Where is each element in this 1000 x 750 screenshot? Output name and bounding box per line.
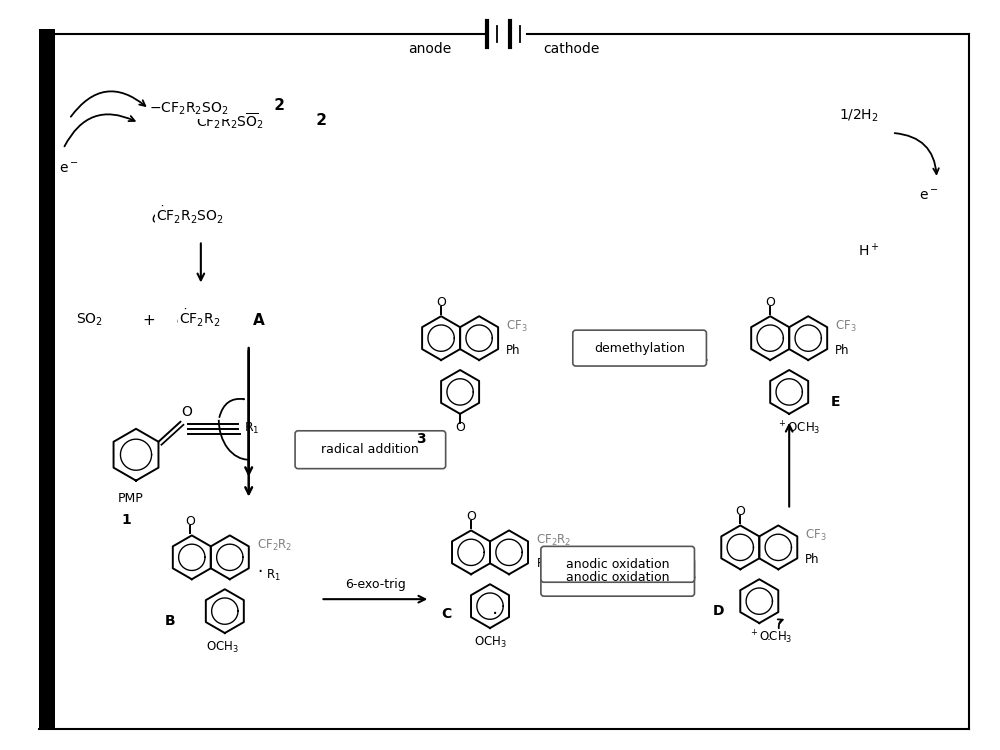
FancyArrowPatch shape: [64, 114, 135, 146]
Text: Ph: Ph: [506, 344, 521, 356]
Text: 2: 2: [311, 113, 327, 128]
Text: O: O: [455, 422, 465, 434]
FancyArrowPatch shape: [219, 399, 244, 417]
Text: B: B: [165, 614, 175, 628]
Text: O: O: [466, 510, 476, 523]
Text: O: O: [181, 405, 192, 418]
Text: OCH$_3$: OCH$_3$: [474, 634, 506, 650]
Text: radical addition: radical addition: [321, 443, 419, 456]
Text: anode: anode: [409, 42, 452, 56]
Text: $\dot{\rm C}$F$_2$R$_2$: $\dot{\rm C}$F$_2$R$_2$: [179, 308, 220, 328]
Text: e$^-$: e$^-$: [59, 162, 79, 176]
FancyBboxPatch shape: [295, 430, 446, 469]
Text: demethylation: demethylation: [594, 341, 685, 355]
Text: D: D: [713, 604, 724, 618]
FancyArrowPatch shape: [71, 92, 145, 117]
Text: 1/2H$_2$: 1/2H$_2$: [839, 108, 879, 124]
Text: CF$_2$R$_2$S$\overline{\rm O}_2$: CF$_2$R$_2$S$\overline{\rm O}_2$: [196, 111, 264, 130]
Text: Ph: Ph: [805, 553, 820, 566]
Text: 3: 3: [416, 432, 426, 445]
Text: CF$_2$R$_2$: CF$_2$R$_2$: [536, 532, 571, 548]
Text: $^+$OCH$_3$: $^+$OCH$_3$: [749, 628, 793, 646]
Text: O: O: [436, 296, 446, 309]
Text: A: A: [253, 313, 265, 328]
Text: ·: ·: [492, 604, 498, 623]
Text: OCH$_3$: OCH$_3$: [206, 640, 239, 655]
Text: e$^-$: e$^-$: [919, 189, 939, 202]
Text: R$_1$: R$_1$: [536, 556, 551, 572]
Text: C: C: [441, 607, 451, 621]
Text: +: +: [143, 313, 155, 328]
Text: E: E: [830, 395, 840, 409]
Text: H$^+$: H$^+$: [858, 242, 880, 259]
FancyArrowPatch shape: [895, 133, 939, 174]
Text: ·: ·: [257, 563, 262, 581]
Text: ··: ··: [763, 634, 771, 647]
Text: Ph: Ph: [835, 344, 850, 356]
Text: $\dot{C}$F$_2$R$_2$SO$_2$: $\dot{C}$F$_2$R$_2$SO$_2$: [151, 208, 219, 230]
Text: R$_1$: R$_1$: [266, 568, 280, 583]
Text: 6-exo-trig: 6-exo-trig: [345, 578, 406, 591]
Text: CF$_2$R$_2$: CF$_2$R$_2$: [257, 538, 292, 553]
Text: CF$_3$: CF$_3$: [506, 319, 528, 334]
Text: anodic oxidation: anodic oxidation: [566, 558, 669, 571]
Text: 1: 1: [121, 514, 131, 527]
Text: PMP: PMP: [118, 492, 144, 505]
FancyBboxPatch shape: [541, 558, 694, 596]
FancyArrowPatch shape: [778, 620, 783, 628]
Text: anodic oxidation: anodic oxidation: [566, 571, 669, 584]
Text: $^+$OCH$_3$: $^+$OCH$_3$: [777, 419, 821, 436]
Text: $\dot{C}$F$_2$R$_2$: $\dot{C}$F$_2$R$_2$: [176, 310, 217, 331]
Text: $-$CF$_2$R$_2$SO$_2$: $-$CF$_2$R$_2$SO$_2$: [149, 100, 228, 117]
Text: O: O: [765, 296, 775, 309]
FancyBboxPatch shape: [541, 546, 694, 582]
Text: CF$_3$: CF$_3$: [835, 319, 857, 334]
Text: O: O: [185, 515, 195, 528]
Bar: [39, 29, 55, 729]
Text: cathode: cathode: [544, 42, 600, 56]
Text: O: O: [735, 505, 745, 518]
Text: R$_1$: R$_1$: [244, 422, 260, 436]
Text: CF$_3$: CF$_3$: [805, 528, 827, 543]
Text: $\dot{\rm C}$F$_2$R$_2$SO$_2$: $\dot{\rm C}$F$_2$R$_2$SO$_2$: [156, 205, 224, 226]
Text: 2: 2: [269, 98, 285, 113]
Text: SO$_2$: SO$_2$: [76, 312, 103, 328]
FancyBboxPatch shape: [573, 330, 706, 366]
